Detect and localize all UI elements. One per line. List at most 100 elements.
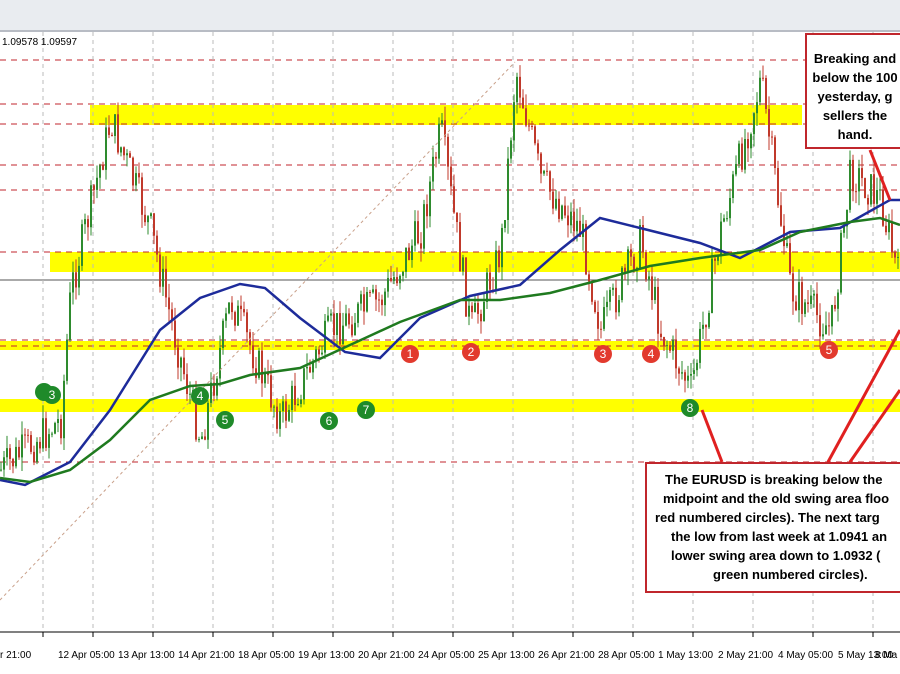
candle-body <box>600 328 602 330</box>
candle-body <box>177 347 179 368</box>
annotation-line: yesterday, g <box>817 89 893 104</box>
x-tick-label: 19 Apr 13:00 <box>298 650 355 661</box>
candle-body <box>357 303 359 323</box>
candle-body <box>78 265 80 288</box>
candle-body <box>363 294 365 312</box>
candle-body <box>507 158 509 220</box>
candle-body <box>75 272 77 288</box>
annotation-line: hand. <box>837 127 873 142</box>
candle-body <box>378 299 380 301</box>
candle-body <box>621 267 623 301</box>
candle-body <box>27 434 29 436</box>
green-circle <box>681 399 699 417</box>
red-circle <box>401 345 419 363</box>
candle-body <box>366 291 368 312</box>
circle-label: 3 <box>600 347 607 361</box>
candle-body <box>384 291 386 306</box>
green-circle <box>216 411 234 429</box>
red-circle <box>820 341 838 359</box>
candle-body <box>840 232 842 293</box>
candle-body <box>456 212 458 223</box>
candle-body <box>747 139 749 149</box>
candle-body <box>450 166 452 187</box>
candle-body <box>90 185 92 228</box>
candle-body <box>66 340 68 381</box>
candle-body <box>459 222 461 272</box>
candle-body <box>672 339 674 351</box>
candle-body <box>294 385 296 405</box>
candle-body <box>117 114 119 153</box>
candle-body <box>228 302 230 314</box>
candle-body <box>717 256 719 261</box>
candle-body <box>318 349 320 355</box>
candle-body <box>282 401 284 412</box>
candle-body <box>891 221 893 252</box>
candle-body <box>696 362 698 371</box>
candle-body <box>279 411 281 429</box>
candle-body <box>777 167 779 206</box>
candle-body <box>855 191 857 193</box>
green-circle <box>191 387 209 405</box>
circle-label: 7 <box>363 403 370 417</box>
candle-body <box>72 272 74 293</box>
candle-body <box>543 170 545 174</box>
candle-body <box>729 197 731 219</box>
candle-body <box>624 267 626 272</box>
candle-body <box>546 170 548 172</box>
candle-body <box>576 220 578 232</box>
candle-body <box>657 286 659 334</box>
candle-body <box>444 120 446 137</box>
candle-body <box>648 276 650 280</box>
candle-body <box>9 448 11 459</box>
candle-body <box>813 293 815 296</box>
candle-body <box>153 213 155 236</box>
candle-body <box>849 159 851 210</box>
candle-body <box>537 143 539 154</box>
candle-body <box>426 204 428 217</box>
toolbar-border <box>0 30 900 32</box>
candle-body <box>180 357 182 368</box>
candle-body <box>468 305 470 317</box>
zone <box>90 105 802 125</box>
candle-body <box>432 156 434 182</box>
candle-body <box>417 221 419 244</box>
x-tick-label: 13 Apr 13:00 <box>118 650 175 661</box>
candle-body <box>705 324 707 328</box>
candle-body <box>789 243 791 274</box>
candle-body <box>603 307 605 329</box>
circle-label: 3 <box>49 388 56 402</box>
candle-body <box>369 291 371 293</box>
ma-200 <box>0 216 900 484</box>
circle-label: 4 <box>648 347 655 361</box>
candle-body <box>663 337 665 347</box>
candle-body <box>702 324 704 329</box>
candle-body <box>87 219 89 228</box>
candle-body <box>573 211 575 232</box>
candle-body <box>612 287 614 290</box>
candle-body <box>792 273 794 302</box>
candle-body <box>288 410 290 421</box>
candle-body <box>693 370 695 374</box>
candle-body <box>57 418 59 424</box>
candle-body <box>615 287 617 313</box>
candle-body <box>126 153 128 156</box>
candle-body <box>396 277 398 284</box>
x-tick-label: 14 Apr 21:00 <box>178 650 235 661</box>
annotation-line: Breaking and <box>813 51 897 66</box>
candle-body <box>606 301 608 308</box>
x-tick-label: 5 May 13:00 <box>838 650 893 661</box>
candle-body <box>801 282 803 314</box>
x-tick-label: 12 Apr 05:00 <box>58 650 115 661</box>
candle-body <box>852 159 854 192</box>
zone <box>50 252 900 272</box>
candle-body <box>858 168 860 192</box>
candle-body <box>579 220 581 237</box>
candle-body <box>642 224 644 253</box>
candle-body <box>18 446 20 458</box>
annotation-line: green numbered circles). <box>713 567 868 582</box>
candle-body <box>513 102 515 141</box>
candle-body <box>795 301 797 311</box>
candle-body <box>498 250 500 268</box>
candle-body <box>408 247 410 260</box>
candle-body <box>24 434 26 436</box>
